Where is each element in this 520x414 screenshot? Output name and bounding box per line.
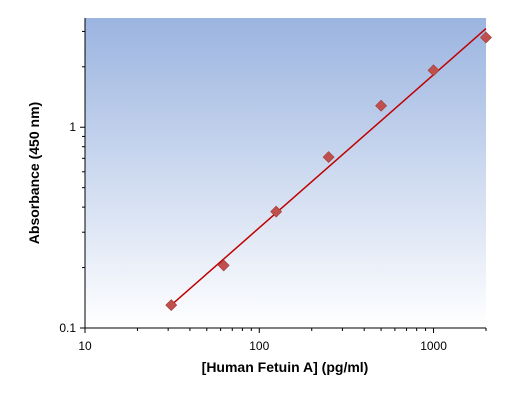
y-tick-label: 0.1 <box>59 321 76 335</box>
plot-area-background <box>85 18 486 328</box>
data-point <box>427 64 440 77</box>
data-point <box>165 299 178 312</box>
axes <box>80 18 487 333</box>
data-point <box>270 205 283 218</box>
data-point <box>375 99 388 112</box>
y-axis-label: Absorbance (450 nm) <box>26 102 42 244</box>
data-point <box>480 31 492 44</box>
x-tick-label: 1000 <box>420 339 447 353</box>
x-tick-label: 100 <box>249 339 269 353</box>
data-points <box>165 31 492 312</box>
y-tick-label: 1 <box>69 120 76 134</box>
data-point <box>322 151 335 164</box>
data-point <box>217 259 230 272</box>
tick-labels: 10 100 1000 0.1 1 <box>59 120 447 353</box>
x-tick-label: 10 <box>78 339 92 353</box>
x-axis-label: [Human Fetuin A] (pg/ml) <box>202 359 369 375</box>
